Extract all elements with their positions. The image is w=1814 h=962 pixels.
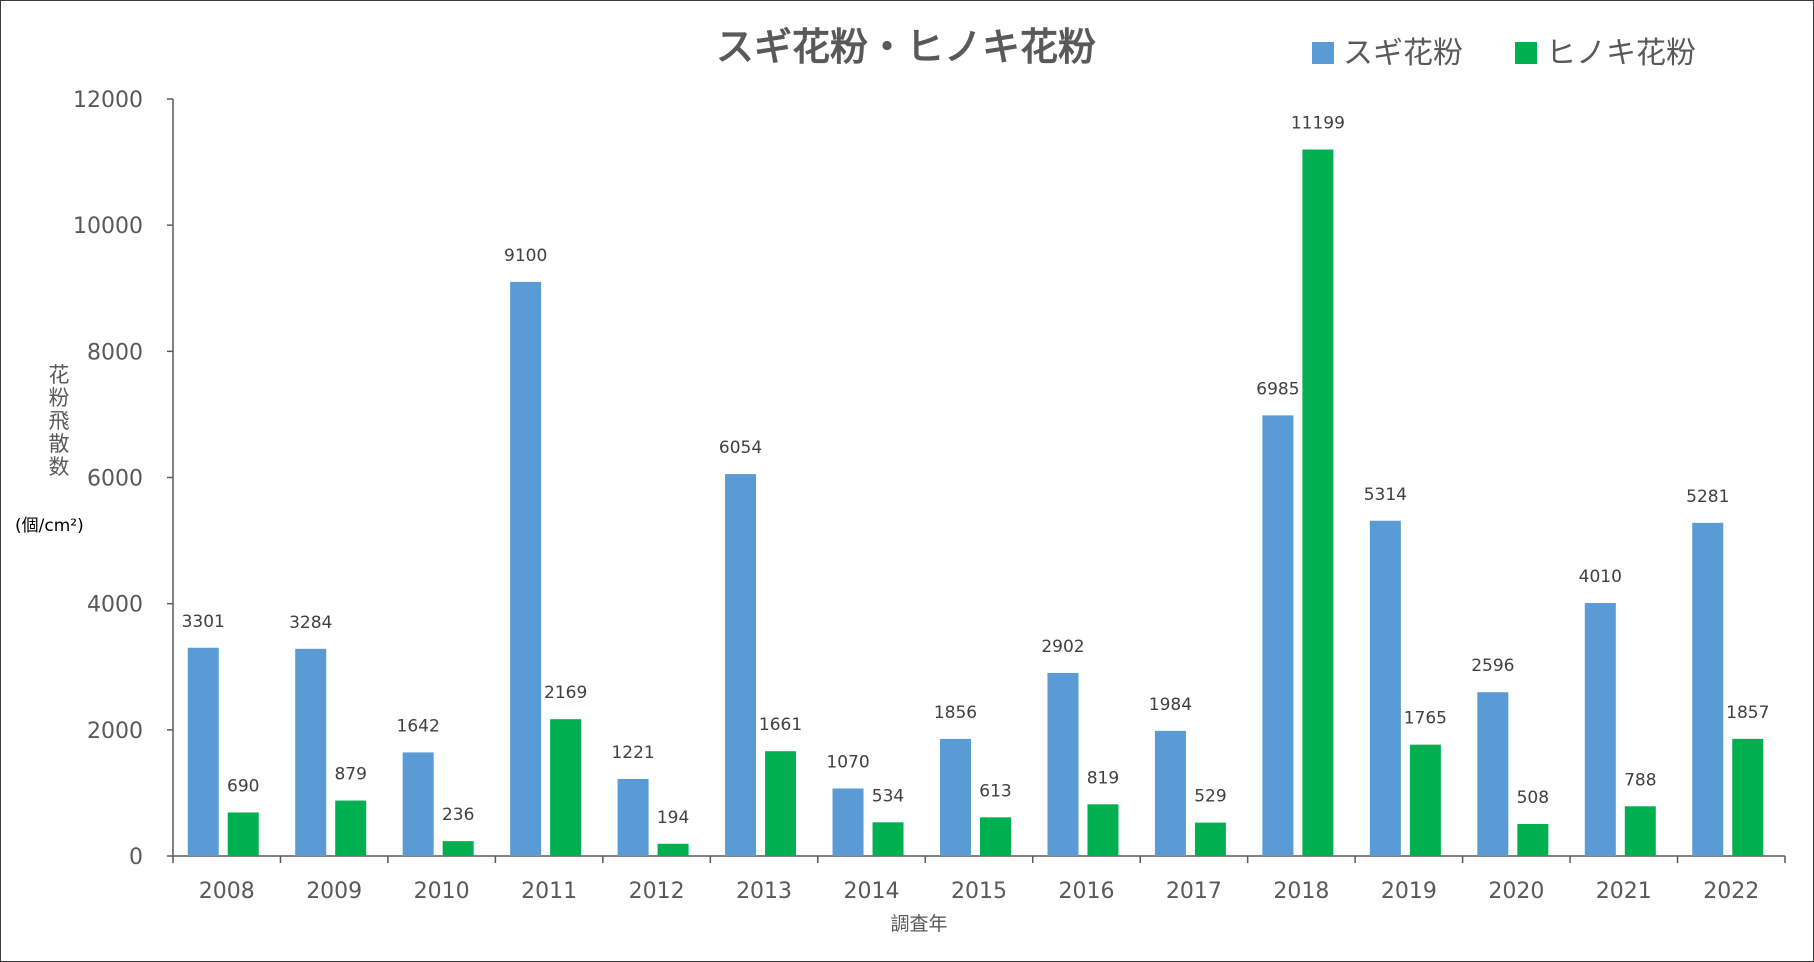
- bar-sugi: [940, 738, 971, 856]
- y-tick-label: 2000: [87, 719, 143, 744]
- x-tick-label: 2011: [521, 879, 577, 904]
- x-tick-label: 2017: [1166, 879, 1222, 904]
- data-label: 1856: [934, 703, 977, 723]
- data-label: 1221: [611, 743, 654, 763]
- bar-hinoki: [980, 817, 1011, 856]
- bar-hinoki: [657, 843, 689, 856]
- bar-sugi: [617, 778, 649, 856]
- bar-sugi: [1154, 730, 1186, 856]
- data-label: 11199: [1291, 114, 1345, 134]
- x-tick-label: 2012: [629, 879, 685, 904]
- bar-sugi: [295, 648, 327, 856]
- data-label: 508: [1517, 788, 1549, 808]
- legend-label-hinoki: ヒノキ花粉: [1546, 36, 1696, 71]
- x-tick-label: 2020: [1488, 879, 1544, 904]
- x-tick-label: 2013: [736, 879, 792, 904]
- data-label: 819: [1087, 768, 1119, 788]
- legend-swatch-sugi: [1312, 42, 1334, 64]
- data-label: 2596: [1471, 656, 1514, 676]
- data-label: 194: [657, 808, 689, 828]
- data-label: 1984: [1149, 695, 1192, 715]
- bar-hinoki: [872, 822, 904, 856]
- bar-hinoki: [227, 812, 259, 856]
- data-label: 9100: [504, 246, 547, 266]
- bar-hinoki: [1194, 822, 1226, 856]
- y-axis-title-char: 飛: [49, 409, 70, 433]
- x-tick-label: 2009: [306, 879, 362, 904]
- y-axis-title-char: 花: [49, 363, 70, 387]
- bar-sugi: [1692, 522, 1724, 856]
- y-tick-label: 0: [129, 845, 143, 870]
- x-tick-label: 2016: [1058, 879, 1114, 904]
- data-label: 788: [1624, 770, 1656, 790]
- bar-sugi: [725, 474, 757, 856]
- data-label: 534: [872, 786, 904, 806]
- x-tick-label: 2014: [844, 879, 900, 904]
- x-tick-label: 2018: [1273, 879, 1329, 904]
- data-label: 4010: [1579, 567, 1622, 587]
- data-label: 1070: [826, 753, 869, 773]
- bar-sugi: [1262, 415, 1294, 856]
- data-label: 1857: [1726, 703, 1769, 723]
- data-label: 2902: [1041, 637, 1084, 657]
- bar-sugi: [510, 281, 542, 857]
- data-label: 3301: [182, 612, 225, 632]
- data-label: 6985: [1256, 379, 1299, 399]
- data-label: 2169: [544, 683, 587, 703]
- y-axis-title-char: 数: [49, 455, 70, 479]
- data-label: 613: [979, 781, 1011, 801]
- bar-hinoki: [1409, 744, 1441, 856]
- bar-sugi: [832, 788, 864, 856]
- y-tick-label: 6000: [87, 467, 143, 492]
- bar-hinoki: [550, 719, 582, 856]
- bar-hinoki: [1087, 804, 1119, 856]
- y-axis-title-char: 散: [49, 432, 70, 456]
- legend-label-sugi: スギ花粉: [1343, 36, 1463, 71]
- data-label: 1642: [397, 716, 440, 736]
- bar-sugi: [402, 752, 434, 856]
- legend-swatch-hinoki: [1515, 42, 1537, 64]
- data-label: 1661: [759, 715, 802, 735]
- data-label: 5314: [1364, 485, 1407, 505]
- x-tick-label: 2010: [414, 879, 470, 904]
- x-tick-label: 2008: [199, 879, 255, 904]
- y-axis-unit: (個/cm²): [15, 516, 84, 536]
- data-label: 529: [1194, 787, 1226, 807]
- x-tick-label: 2015: [951, 879, 1007, 904]
- legend: スギ花粉 ヒノキ花粉: [1312, 36, 1696, 71]
- data-label: 879: [334, 765, 366, 785]
- data-label: 690: [227, 776, 259, 796]
- y-tick-label: 12000: [73, 88, 143, 113]
- bar-hinoki: [1302, 149, 1334, 856]
- plot-area: 0 2000 4000 6000 8000 10000 12000 2008 3301 690 20…: [73, 88, 1786, 904]
- bar-sugi: [187, 647, 219, 856]
- chart-title: スギ花粉・ヒノキ花粉: [716, 25, 1096, 69]
- bar-sugi: [1369, 520, 1401, 856]
- data-label: 1765: [1404, 709, 1447, 729]
- y-axis-title-char: 粉: [49, 386, 70, 410]
- bar-sugi: [1477, 692, 1509, 856]
- bar-hinoki: [442, 841, 474, 856]
- bar-hinoki: [1732, 738, 1764, 856]
- x-axis-title: 調査年: [890, 913, 947, 935]
- data-label: 6054: [719, 438, 762, 458]
- bar-sugi: [1584, 603, 1616, 856]
- data-label: 236: [442, 805, 474, 825]
- bar-hinoki: [335, 800, 367, 856]
- data-label: 5281: [1686, 487, 1729, 507]
- bar-sugi: [1047, 672, 1079, 856]
- bar-hinoki: [1624, 806, 1656, 856]
- bar-hinoki: [1517, 823, 1549, 856]
- y-tick-label: 4000: [87, 593, 143, 618]
- x-tick-label: 2022: [1703, 879, 1759, 904]
- y-tick-label: 10000: [73, 214, 143, 239]
- y-tick-label: 8000: [87, 340, 143, 365]
- x-tick-label: 2019: [1381, 879, 1437, 904]
- data-label: 3284: [289, 613, 332, 633]
- x-tick-label: 2021: [1596, 879, 1652, 904]
- bar-hinoki: [765, 751, 797, 856]
